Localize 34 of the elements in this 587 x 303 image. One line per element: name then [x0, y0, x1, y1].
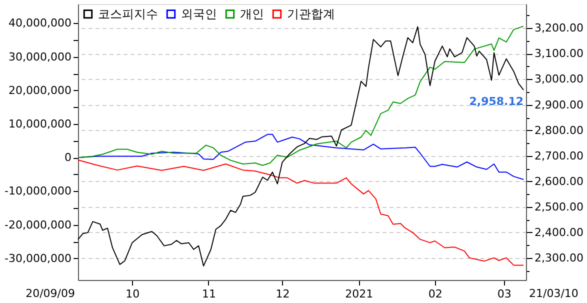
data-label: 2,958.12	[469, 94, 524, 108]
text: 20/09/09	[26, 287, 75, 300]
y-tick-label: 0	[64, 151, 72, 164]
y2-tick-label: 2,700.00	[534, 149, 584, 162]
line-series	[78, 159, 524, 266]
y2-tick-label: 3,200.00	[534, 22, 584, 35]
x-tick-label: 02	[428, 288, 442, 300]
x-tick-label: 12	[276, 288, 290, 300]
legend-label: 코스피지수	[98, 7, 158, 22]
legend-label: 개인	[240, 7, 264, 22]
y-tick-label: 30,000,000	[8, 50, 72, 64]
y-tick-label: -30,000,000	[4, 252, 72, 265]
y2-tick-label: 3,000.00	[534, 72, 584, 86]
y2-tick-label: 2,900.00	[534, 98, 584, 112]
x-tick-label: 03	[497, 288, 512, 300]
y2-tick-label: 2,300.00	[534, 251, 584, 264]
y-tick-label: -10,000,000	[4, 184, 72, 198]
text: 21/03/10	[529, 287, 578, 300]
x-tick-label: 11	[202, 288, 216, 300]
x-tick-label: 10	[126, 288, 140, 300]
y2-tick-label: 2,400.00	[534, 226, 584, 239]
y-tick-label: 40,000,000	[8, 16, 72, 30]
line-series	[78, 26, 524, 266]
legend-label: 외국인	[181, 7, 217, 22]
y2-tick-label: 2,500.00	[534, 200, 584, 214]
y2-tick-label: 2,800.00	[534, 124, 584, 137]
y-tick-label: -20,000,000	[4, 218, 72, 232]
y-tick-label: 10,000,000	[8, 118, 72, 131]
legend-label: 기관합계	[287, 7, 335, 22]
y-tick-label: 20,000,000	[8, 84, 72, 97]
x-tick-label: 2021	[345, 288, 374, 300]
y2-tick-label: 2,600.00	[534, 174, 584, 188]
line-series	[78, 26, 524, 166]
y2-tick-label: 3,100.00	[534, 47, 584, 60]
